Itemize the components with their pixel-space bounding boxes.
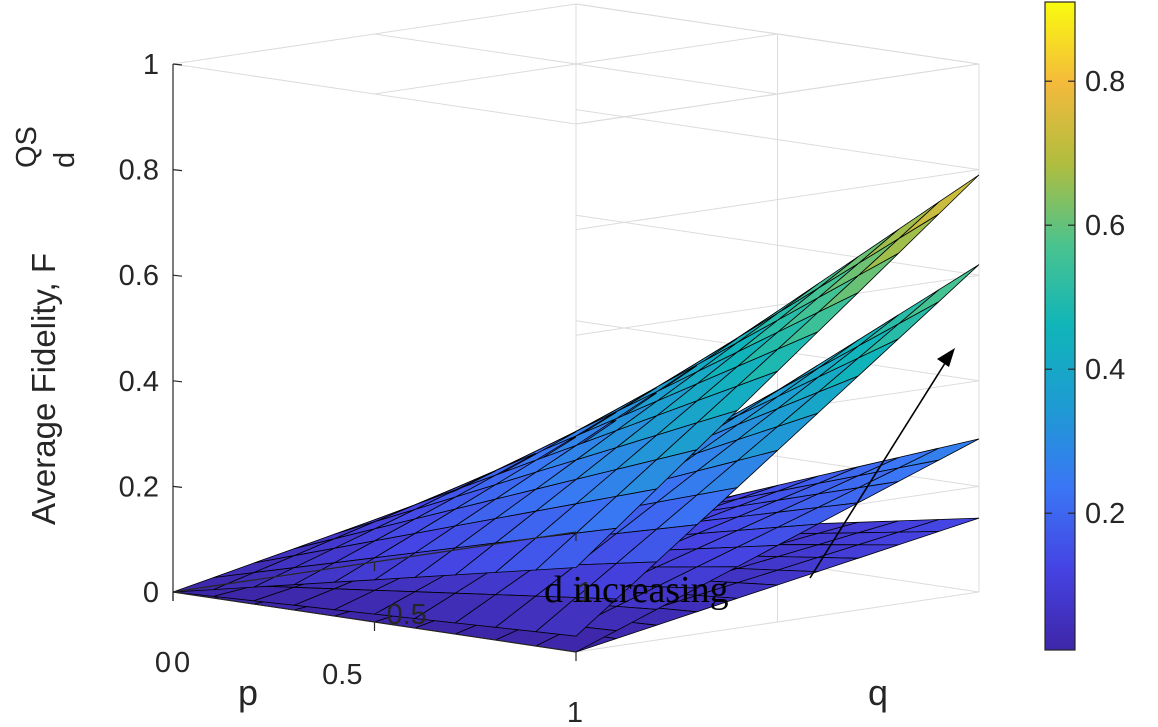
y-axis-label-text: Average Fidelity, F [25, 253, 62, 525]
q-tick-label: 0.5 [387, 599, 427, 631]
p-tick-label: 0 [155, 647, 171, 679]
surface-patch [898, 174, 980, 240]
surface-patch [898, 438, 980, 469]
z-tick-label: 0.4 [119, 366, 159, 398]
z-tick-mark [172, 63, 183, 66]
colorbar-ticks: 0.2 0.4 0.6 0.8 [1045, 66, 1125, 530]
surface-patch [857, 301, 939, 359]
q-tick-label: 0 [174, 647, 190, 679]
z-tick-mark [172, 274, 183, 277]
colorbar-tick-label: 0.2 [1085, 498, 1125, 530]
surface-1 [172, 174, 980, 593]
q-tick-label: 1 [577, 577, 593, 609]
grid-line [575, 3, 980, 65]
z-tick-label: 0.2 [119, 471, 159, 503]
q-axis-label: q [868, 672, 888, 713]
y-axis-label-superscript: QS [11, 126, 43, 168]
z-tick-label: 0 [143, 577, 159, 609]
z-tick-mark [172, 169, 183, 172]
p-tick-label: 0.5 [322, 659, 362, 691]
colorbar: 0.2 0.4 0.6 0.8 [1044, 1, 1125, 651]
p-tick-label: 1 [567, 697, 583, 727]
colorbar-gradient [1044, 1, 1076, 651]
z-tick-mark [172, 591, 183, 594]
surface-patch [898, 264, 980, 325]
d-increasing-arrow [809, 348, 955, 579]
axes-lines: 0 0.2 0.4 0.6 0.8 1 0 0.5 1 0 0.5 1 [119, 49, 593, 727]
z-tick-mark [172, 380, 183, 383]
z-tick-label: 0.6 [119, 260, 159, 292]
grid-line [575, 63, 980, 125]
surface-patch [857, 213, 939, 277]
z-tick-label: 1 [143, 49, 159, 81]
y-axis-label-subscript: d [49, 152, 81, 168]
z-tick-mark [172, 485, 183, 488]
colorbar-tick-label: 0.6 [1085, 210, 1125, 242]
surface-patch [172, 572, 254, 593]
colorbar-tick-label: 0.8 [1085, 66, 1125, 98]
z-tick-label: 0.8 [119, 155, 159, 187]
annotation-label: d increasing [544, 569, 729, 611]
y-axis-label: Average Fidelity, F QS d [11, 126, 81, 525]
grid-line [374, 33, 778, 95]
p-axis-label: p [238, 672, 258, 713]
colorbar-tick-label: 0.4 [1085, 354, 1125, 386]
surface-patch [857, 201, 939, 265]
surface-meshes [172, 174, 980, 653]
